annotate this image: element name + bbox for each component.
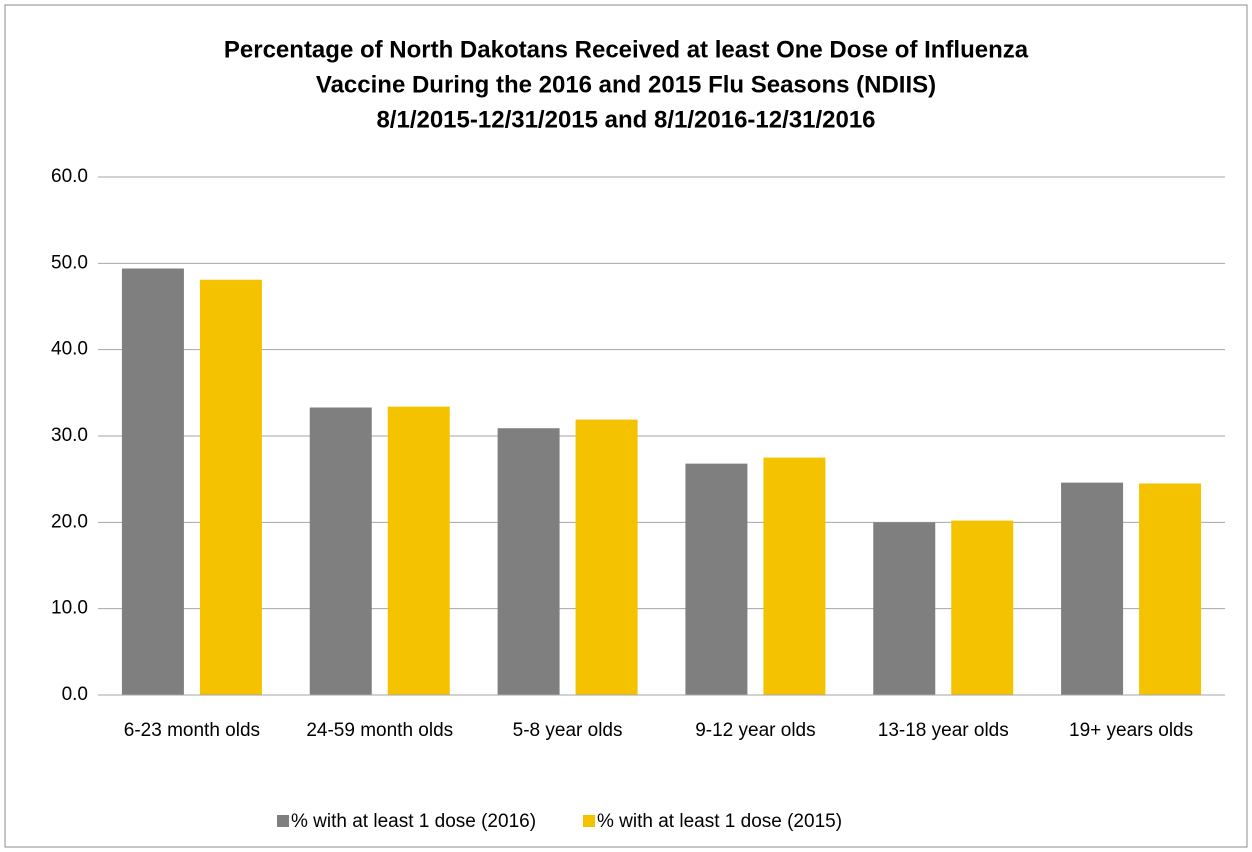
y-tick-label: 20.0 (51, 511, 88, 532)
chart-title: 8/1/2015-12/31/2015 and 8/1/2016-12/31/2… (376, 106, 875, 133)
x-tick-label: 6-23 month olds (123, 720, 261, 741)
x-tick-label: 5-8 year olds (512, 720, 623, 741)
legend-swatch (277, 815, 289, 827)
bar (121, 268, 184, 695)
y-tick-label: 50.0 (51, 252, 88, 273)
chart-title: Percentage of North Dakotans Received at… (224, 36, 1029, 63)
x-tick-label: 24-59 month olds (306, 720, 454, 741)
y-tick-label: 30.0 (51, 425, 88, 446)
bar (497, 428, 560, 695)
bar (387, 406, 450, 695)
bar (763, 457, 826, 695)
bar (309, 407, 372, 695)
chart-title: Vaccine During the 2016 and 2015 Flu Sea… (316, 71, 936, 98)
bar (1061, 482, 1124, 695)
bar (873, 522, 936, 695)
legend-swatch (583, 815, 595, 827)
x-tick-label: 13-18 year olds (877, 720, 1009, 741)
legend-label: % with at least 1 dose (2015) (597, 811, 842, 832)
y-tick-label: 60.0 (51, 166, 88, 187)
y-tick-label: 0.0 (62, 684, 88, 705)
legend-label: % with at least 1 dose (2016) (291, 811, 536, 832)
x-tick-label: 19+ years olds (1069, 720, 1194, 741)
bar (1139, 483, 1202, 695)
bar (199, 279, 262, 695)
bar (951, 520, 1014, 695)
y-tick-label: 40.0 (51, 339, 88, 360)
x-tick-label: 9-12 year olds (695, 720, 816, 741)
bar (575, 419, 638, 695)
y-tick-label: 10.0 (51, 598, 88, 619)
bar (685, 463, 748, 695)
